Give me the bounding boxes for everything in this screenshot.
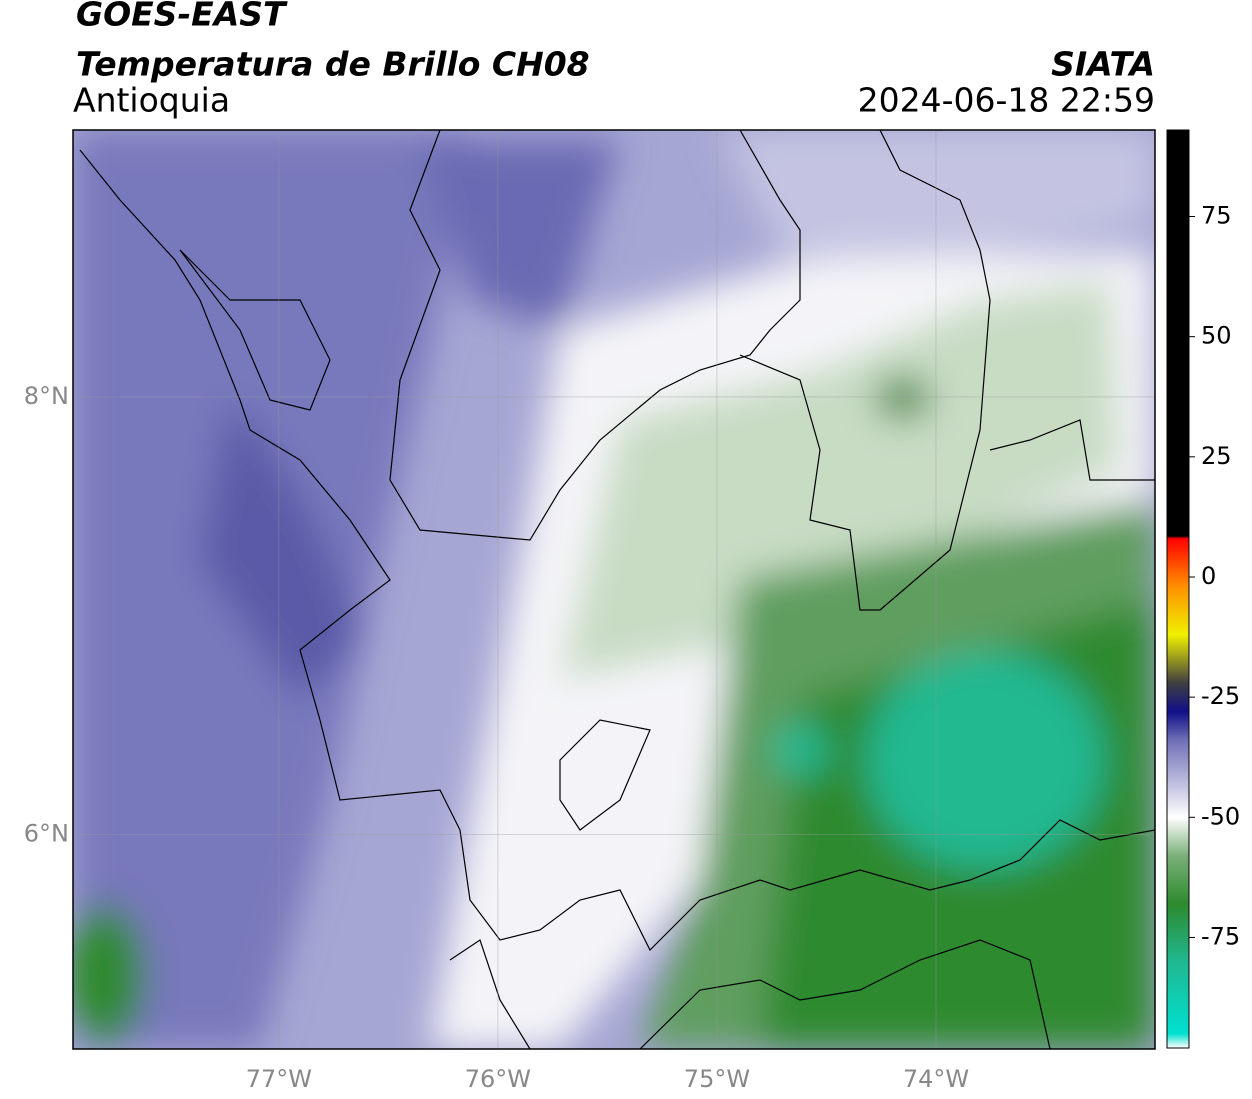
colorbar-tick-label: 0: [1201, 562, 1216, 590]
lon-tick-label: 76°W: [465, 1065, 531, 1093]
lon-tick-label: 75°W: [684, 1065, 750, 1093]
source: SIATA: [1051, 45, 1155, 84]
lat-tick-label: 6°N: [24, 820, 69, 848]
boundary: [449, 939, 531, 1049]
colorbar: [1166, 129, 1190, 1049]
map-frame: [72, 129, 1156, 1050]
satellite-image: [73, 130, 1155, 1049]
datetime: 2024-06-18 22:59: [858, 81, 1155, 120]
boundary: [639, 939, 1051, 1049]
lat-tick-label: 8°N: [24, 382, 69, 410]
title: GOES-EAST: [76, 0, 288, 34]
colorbar-tick-label: -50: [1201, 802, 1240, 830]
colorbar-tick-label: 25: [1201, 442, 1232, 470]
lon-tick-label: 77°W: [246, 1065, 312, 1093]
colorbar-tick-label: 50: [1201, 322, 1232, 350]
region: Antioquia: [73, 81, 230, 120]
colorbar-tick-label: 75: [1201, 202, 1232, 230]
boundary: [739, 130, 991, 611]
boundary: [179, 249, 331, 411]
boundary: [389, 130, 801, 541]
lon-tick-label: 74°W: [903, 1065, 969, 1093]
colorbar-tick-label: -25: [1201, 682, 1240, 710]
boundary: [559, 719, 651, 831]
subtitle: Temperatura de Brillo CH08: [76, 45, 590, 84]
colorbar-tick-label: -75: [1201, 922, 1240, 950]
boundary: [989, 419, 1155, 481]
boundary: [79, 149, 1155, 952]
